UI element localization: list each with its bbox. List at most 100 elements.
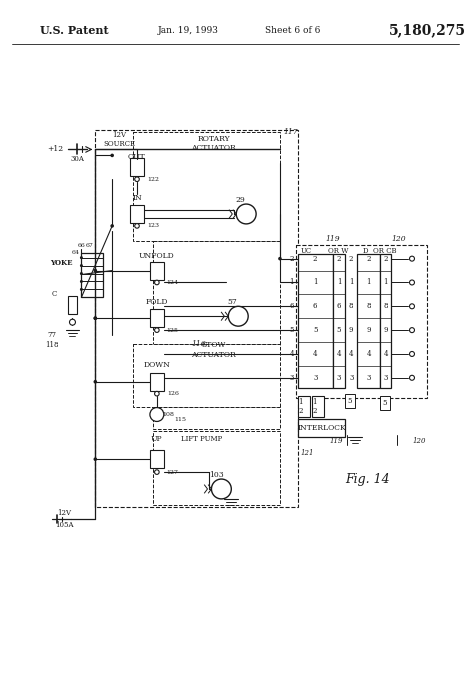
Text: 12V
SOURCE: 12V SOURCE: [103, 131, 135, 148]
Text: 30A: 30A: [71, 155, 84, 164]
Text: 2: 2: [299, 406, 303, 415]
Circle shape: [93, 380, 97, 383]
Text: STOW
ACTUATOR: STOW ACTUATOR: [191, 341, 236, 358]
Text: 3: 3: [290, 374, 294, 382]
Text: 105A: 105A: [55, 521, 74, 529]
Text: 6: 6: [313, 302, 318, 310]
Circle shape: [211, 479, 231, 499]
Text: C: C: [52, 290, 57, 299]
Circle shape: [278, 257, 282, 260]
Text: 5: 5: [337, 326, 341, 334]
Text: +12: +12: [47, 145, 64, 153]
Bar: [333, 253, 346, 388]
Text: 5: 5: [382, 399, 386, 406]
Text: 127: 127: [167, 470, 179, 475]
Text: 119: 119: [330, 437, 343, 445]
Bar: [150, 262, 164, 280]
Text: INTERLOCK: INTERLOCK: [297, 425, 346, 432]
Circle shape: [80, 288, 83, 291]
Circle shape: [155, 391, 159, 396]
Circle shape: [93, 317, 97, 320]
Circle shape: [155, 328, 159, 333]
Text: 66: 66: [78, 243, 85, 248]
Text: 3: 3: [337, 374, 341, 382]
Bar: [153, 241, 280, 344]
Text: IN: IN: [132, 194, 142, 202]
Circle shape: [135, 177, 139, 182]
Text: 3: 3: [366, 374, 371, 382]
Text: 8: 8: [383, 302, 388, 310]
Text: 125: 125: [167, 328, 179, 333]
Text: 29: 29: [236, 196, 245, 204]
Bar: [153, 432, 280, 505]
Text: Fig. 14: Fig. 14: [345, 473, 390, 486]
Circle shape: [155, 280, 159, 285]
Circle shape: [236, 204, 256, 224]
Circle shape: [228, 306, 248, 326]
Circle shape: [150, 408, 164, 422]
Circle shape: [410, 304, 414, 309]
Circle shape: [80, 280, 83, 283]
Circle shape: [93, 317, 97, 320]
Text: 116: 116: [191, 340, 206, 348]
Text: M: M: [241, 209, 252, 219]
Text: 121: 121: [301, 449, 315, 457]
Text: 3: 3: [383, 374, 388, 382]
Text: M: M: [216, 484, 227, 493]
Circle shape: [80, 256, 83, 259]
Text: 1: 1: [312, 397, 317, 406]
Text: 2: 2: [313, 255, 318, 262]
Circle shape: [80, 264, 83, 267]
Bar: [312, 395, 324, 418]
Text: 6: 6: [289, 302, 294, 310]
Text: 120: 120: [392, 235, 406, 243]
Text: UNFOLD: UNFOLD: [139, 252, 175, 260]
Text: 67: 67: [85, 243, 93, 248]
Text: 118: 118: [45, 341, 58, 349]
Text: 115: 115: [175, 417, 187, 422]
Text: FOLD: FOLD: [146, 299, 168, 306]
Text: M: M: [233, 312, 244, 321]
Bar: [95, 129, 298, 507]
Text: 2: 2: [312, 406, 317, 415]
Circle shape: [410, 375, 414, 380]
Text: 3: 3: [349, 374, 354, 382]
Text: 5,180,275: 5,180,275: [388, 24, 465, 38]
Text: 1: 1: [383, 278, 388, 287]
Text: 120: 120: [412, 437, 426, 445]
Text: 6: 6: [337, 302, 341, 310]
Circle shape: [70, 319, 75, 325]
Text: 124: 124: [167, 280, 179, 285]
Circle shape: [135, 223, 139, 228]
Text: 1: 1: [366, 278, 371, 287]
Text: DOWN: DOWN: [144, 361, 170, 369]
Text: OUT: OUT: [128, 153, 146, 161]
Text: 126: 126: [167, 391, 179, 396]
Text: 4: 4: [383, 350, 388, 358]
Text: LIFT PUMP: LIFT PUMP: [181, 435, 222, 443]
Circle shape: [110, 154, 114, 157]
Circle shape: [410, 280, 414, 285]
Bar: [153, 406, 280, 429]
Text: UP: UP: [151, 435, 163, 443]
Text: 57: 57: [228, 299, 237, 306]
Bar: [133, 344, 280, 406]
Circle shape: [93, 269, 97, 272]
Text: Sheet 6 of 6: Sheet 6 of 6: [265, 26, 320, 35]
Bar: [298, 253, 333, 388]
Circle shape: [410, 328, 414, 333]
Circle shape: [110, 224, 114, 228]
Circle shape: [410, 256, 414, 261]
Text: 9: 9: [383, 326, 388, 334]
Bar: [298, 395, 310, 418]
Bar: [380, 395, 390, 409]
Text: 2: 2: [383, 255, 388, 262]
Bar: [346, 394, 356, 408]
Bar: [150, 450, 164, 468]
Text: 4: 4: [313, 350, 318, 358]
Circle shape: [410, 351, 414, 356]
Circle shape: [155, 470, 159, 475]
Circle shape: [93, 457, 97, 461]
Text: 119: 119: [325, 235, 340, 243]
Text: 12V: 12V: [57, 509, 72, 517]
